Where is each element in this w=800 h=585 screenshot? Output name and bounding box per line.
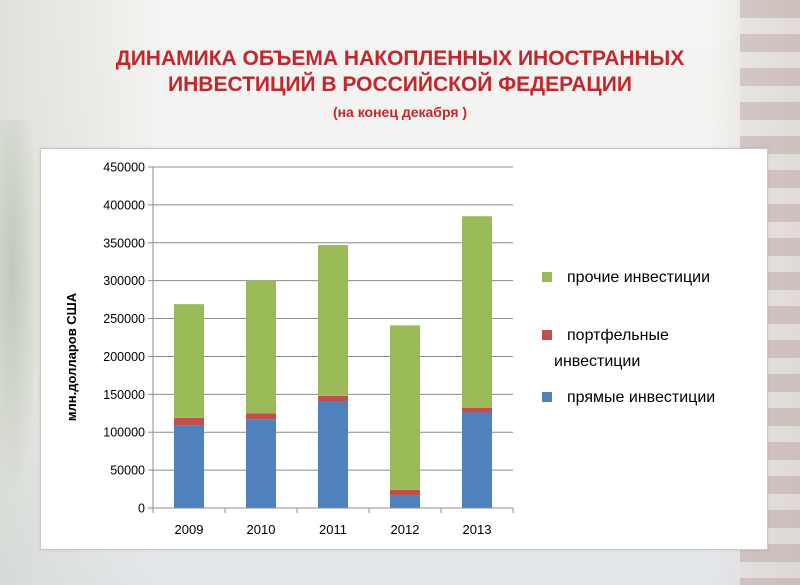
y-tick-label: 250000 — [103, 312, 145, 326]
bar-segment — [246, 280, 276, 414]
page-subtitle: (на конец декабря ) — [332, 104, 468, 120]
y-tick-label: 100000 — [103, 426, 145, 440]
bar-segment — [246, 419, 276, 508]
bar-segment — [390, 495, 420, 508]
legend-label: инвестиции — [554, 353, 640, 370]
x-tick-label: 2010 — [247, 522, 276, 537]
page-title: ДИНАМИКА ОБЪЕМА НАКОПЛЕННЫХ ИНОСТРАННЫХ … — [0, 46, 800, 98]
bar-segment — [390, 489, 420, 496]
x-tick-label: 2012 — [391, 522, 420, 537]
bar-segment — [174, 425, 204, 508]
legend-swatch — [542, 392, 552, 402]
legend-swatch — [542, 330, 552, 340]
bar-segment — [174, 304, 204, 418]
chart-panel: 0 50000 100000 150000 200000 250000 300000 3500… — [40, 148, 768, 550]
y-tick-label: 300000 — [103, 274, 145, 288]
bar-segment — [174, 417, 204, 426]
bar-segment — [390, 325, 420, 490]
bar-segment — [246, 413, 276, 420]
page-title-line-2: ИНВЕСТИЦИЙ В РОССИЙСКОЙ ФЕДЕРАЦИИ — [168, 73, 632, 96]
y-tick-label: 0 — [138, 502, 145, 516]
y-tick-label: 150000 — [103, 388, 145, 402]
bar-segment — [462, 216, 492, 408]
legend-label: прочие инвестиции — [567, 269, 710, 286]
x-axis-ticks: 2009 2010 2011 2012 2013 — [152, 508, 514, 537]
bar-segment — [462, 407, 492, 413]
bar-segment — [318, 401, 348, 508]
bar-segment — [318, 395, 348, 402]
page-title-line-1: ДИНАМИКА ОБЪЕМА НАКОПЛЕННЫХ ИНОСТРАННЫХ — [115, 47, 685, 70]
y-tick-label: 350000 — [103, 236, 145, 250]
legend-label: прямые инвестиции — [567, 389, 715, 406]
legend-swatch — [542, 272, 552, 282]
y-axis-label: млн.долларов США — [64, 292, 79, 421]
background-trees — [0, 120, 40, 500]
x-tick-label: 2011 — [319, 522, 347, 537]
x-tick-label: 2013 — [463, 522, 492, 537]
bar-segment — [318, 245, 348, 396]
y-tick-label: 50000 — [110, 464, 145, 478]
chart-axes — [152, 167, 513, 509]
chart-bars — [174, 216, 492, 508]
x-tick-label: 2009 — [175, 522, 204, 537]
bar-segment — [462, 412, 492, 508]
legend-label: портфельные — [567, 327, 669, 344]
y-tick-label: 450000 — [103, 161, 145, 175]
stacked-bar-chart: 0 50000 100000 150000 200000 250000 300000 3500… — [64, 161, 715, 538]
y-tick-label: 400000 — [103, 198, 145, 212]
y-axis-ticks: 0 50000 100000 150000 200000 250000 300000 3500… — [103, 161, 153, 516]
y-tick-label: 200000 — [103, 350, 145, 364]
chart-legend: прочие инвестиции портфельные инвестиции пр… — [542, 269, 715, 406]
